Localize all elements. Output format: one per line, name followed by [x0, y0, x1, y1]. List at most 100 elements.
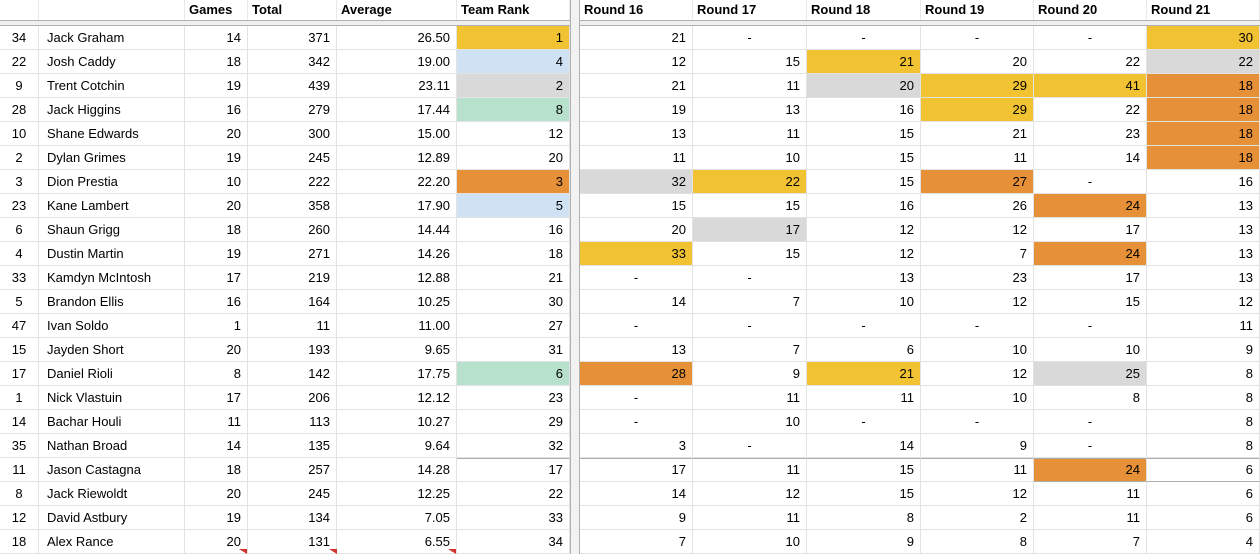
cell-round-19[interactable]: 9 — [921, 434, 1034, 458]
cell-average[interactable]: 17.44 — [337, 98, 457, 122]
cell-round-17[interactable]: 11 — [693, 74, 807, 98]
cell-round-17[interactable]: 22 — [693, 170, 807, 194]
cell-player-number[interactable]: 28 — [0, 98, 39, 122]
cell-round-18[interactable]: 9 — [807, 530, 921, 554]
cell-round-18[interactable]: 8 — [807, 506, 921, 530]
cell-team-rank[interactable]: 29 — [457, 410, 570, 434]
cell-round-20[interactable]: 7 — [1034, 530, 1147, 554]
cell-player-name[interactable]: Dion Prestia — [39, 170, 185, 194]
cell-team-rank[interactable]: 3 — [457, 170, 570, 194]
cell-player-name[interactable]: Dylan Grimes — [39, 146, 185, 170]
cell-team-rank[interactable]: 34 — [457, 530, 570, 554]
cell-team-rank[interactable]: 23 — [457, 386, 570, 410]
cell-round-19[interactable]: 29 — [921, 74, 1034, 98]
cell-round-21[interactable]: 30 — [1147, 26, 1260, 50]
cell-round-20[interactable]: 24 — [1034, 194, 1147, 218]
cell-average[interactable]: 12.12 — [337, 386, 457, 410]
cell-round-18[interactable]: 20 — [807, 74, 921, 98]
cell-average[interactable]: 22.20 — [337, 170, 457, 194]
header-games[interactable]: Games — [185, 0, 248, 20]
cell-round-21[interactable]: 22 — [1147, 50, 1260, 74]
cell-round-19[interactable]: 12 — [921, 218, 1034, 242]
cell-total[interactable]: 11 — [248, 314, 337, 338]
cell-round-21[interactable]: 8 — [1147, 362, 1260, 386]
cell-round-18[interactable]: 12 — [807, 218, 921, 242]
header-round-20[interactable]: Round 20 — [1034, 0, 1147, 20]
cell-round-20[interactable]: 25 — [1034, 362, 1147, 386]
cell-team-rank[interactable]: 17 — [457, 458, 570, 482]
cell-round-18[interactable]: 11 — [807, 386, 921, 410]
cell-round-16[interactable]: 32 — [580, 170, 693, 194]
cell-round-21[interactable]: 4 — [1147, 530, 1260, 554]
cell-round-18[interactable]: 14 — [807, 434, 921, 458]
cell-round-18[interactable]: 16 — [807, 98, 921, 122]
cell-player-name[interactable]: Jayden Short — [39, 338, 185, 362]
cell-player-number[interactable]: 8 — [0, 482, 39, 506]
cell-round-16[interactable]: 14 — [580, 482, 693, 506]
cell-games[interactable]: 11 — [185, 410, 248, 434]
cell-total[interactable]: 219 — [248, 266, 337, 290]
cell-round-18[interactable]: 16 — [807, 194, 921, 218]
cell-round-18[interactable]: 15 — [807, 122, 921, 146]
header-team-rank[interactable]: Team Rank — [457, 0, 570, 20]
cell-round-20[interactable]: 23 — [1034, 122, 1147, 146]
cell-round-21[interactable]: 9 — [1147, 338, 1260, 362]
header-row-num[interactable] — [0, 0, 39, 20]
cell-round-18[interactable]: 12 — [807, 242, 921, 266]
cell-average[interactable]: 14.28 — [337, 458, 457, 482]
cell-player-name[interactable]: Daniel Rioli — [39, 362, 185, 386]
cell-round-16[interactable]: 11 — [580, 146, 693, 170]
cell-player-name[interactable]: Kamdyn McIntosh — [39, 266, 185, 290]
cell-round-17[interactable]: 12 — [693, 482, 807, 506]
cell-average[interactable]: 17.90 — [337, 194, 457, 218]
header-average[interactable]: Average — [337, 0, 457, 20]
cell-total[interactable]: 206 — [248, 386, 337, 410]
cell-player-number[interactable]: 10 — [0, 122, 39, 146]
cell-round-19[interactable]: 10 — [921, 338, 1034, 362]
cell-player-number[interactable]: 47 — [0, 314, 39, 338]
cell-round-17[interactable]: - — [693, 266, 807, 290]
cell-player-number[interactable]: 6 — [0, 218, 39, 242]
cell-games[interactable]: 20 — [185, 122, 248, 146]
cell-round-20[interactable]: - — [1034, 170, 1147, 194]
cell-games[interactable]: 10 — [185, 170, 248, 194]
cell-player-name[interactable]: Shaun Grigg — [39, 218, 185, 242]
cell-round-19[interactable]: 23 — [921, 266, 1034, 290]
cell-games[interactable]: 16 — [185, 98, 248, 122]
cell-round-21[interactable]: 13 — [1147, 194, 1260, 218]
cell-player-number[interactable]: 15 — [0, 338, 39, 362]
cell-games[interactable]: 19 — [185, 506, 248, 530]
cell-round-20[interactable]: 17 — [1034, 218, 1147, 242]
cell-team-rank[interactable]: 16 — [457, 218, 570, 242]
cell-player-name[interactable]: Kane Lambert — [39, 194, 185, 218]
cell-round-16[interactable]: - — [580, 314, 693, 338]
cell-average[interactable]: 11.00 — [337, 314, 457, 338]
cell-player-name[interactable]: Jack Riewoldt — [39, 482, 185, 506]
cell-round-17[interactable]: 9 — [693, 362, 807, 386]
cell-round-18[interactable]: - — [807, 314, 921, 338]
cell-round-17[interactable]: 15 — [693, 50, 807, 74]
cell-total[interactable]: 358 — [248, 194, 337, 218]
cell-total[interactable]: 371 — [248, 26, 337, 50]
frozen-column-separator[interactable] — [570, 0, 580, 554]
cell-round-20[interactable]: 11 — [1034, 506, 1147, 530]
cell-games[interactable]: 1 — [185, 314, 248, 338]
cell-round-21[interactable]: 8 — [1147, 410, 1260, 434]
cell-round-18[interactable]: 13 — [807, 266, 921, 290]
cell-total[interactable]: 113 — [248, 410, 337, 434]
cell-player-number[interactable]: 3 — [0, 170, 39, 194]
cell-round-20[interactable]: 17 — [1034, 266, 1147, 290]
cell-round-19[interactable]: 8 — [921, 530, 1034, 554]
cell-round-20[interactable]: 24 — [1034, 458, 1147, 482]
cell-player-number[interactable]: 1 — [0, 386, 39, 410]
cell-player-name[interactable]: Ivan Soldo — [39, 314, 185, 338]
cell-average[interactable]: 26.50 — [337, 26, 457, 50]
cell-round-20[interactable]: 8 — [1034, 386, 1147, 410]
cell-player-number[interactable]: 22 — [0, 50, 39, 74]
cell-round-17[interactable]: 7 — [693, 290, 807, 314]
cell-round-20[interactable]: - — [1034, 410, 1147, 434]
cell-games[interactable]: 17 — [185, 266, 248, 290]
cell-total[interactable]: 439 — [248, 74, 337, 98]
cell-average[interactable]: 15.00 — [337, 122, 457, 146]
cell-team-rank[interactable]: 8 — [457, 98, 570, 122]
